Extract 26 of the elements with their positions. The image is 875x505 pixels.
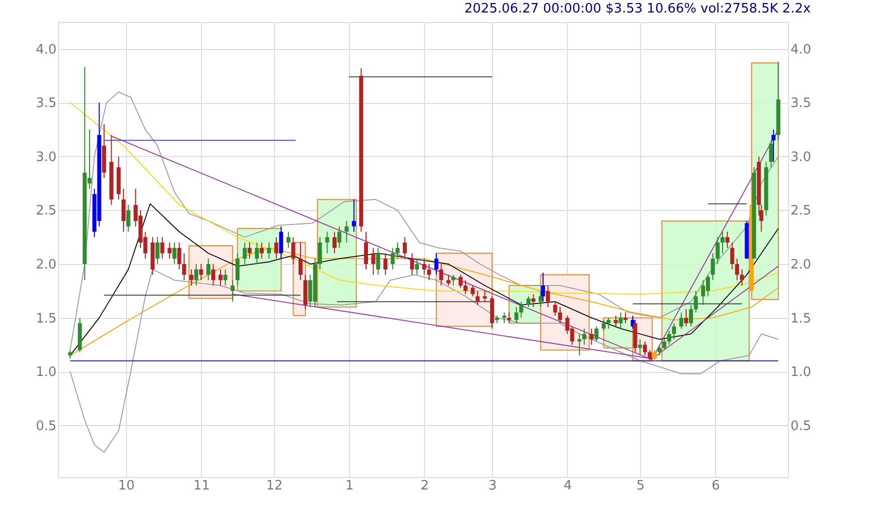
x-tick-label: 1 [345,478,354,494]
y2-tick-label: 3.0 [790,150,812,165]
y2-tick-label: 3.5 [790,96,812,112]
y2-tick-label: 2.5 [790,204,812,219]
x-tick-label: 5 [636,478,645,494]
x-tick-label: 3 [488,478,497,494]
y2-tick-label: 1.0 [790,365,812,380]
y-tick-label: 2.5 [36,204,56,219]
y-tick-label: 4.0 [36,42,56,58]
y-tick-label: 2.0 [36,258,56,273]
y2-tick-label: 1.5 [790,311,812,326]
x-tick-label: 11 [193,478,210,494]
y-tick-label: 1.5 [36,311,56,326]
chart-title: 2025.06.27 00:00:00 $3.53 10.66% vol:2758.5K 2.2x [464,1,811,16]
x-tick-label: 6 [712,478,720,494]
x-tick-label: 12 [266,478,283,494]
y2-tick-label: 4.0 [790,42,812,58]
y2-tick-label: 0.5 [790,418,812,434]
x-tick-label: 2 [420,478,429,494]
x-tick-label: 10 [118,478,135,494]
y-tick-label: 0.5 [36,418,56,434]
y-tick-label: 1.0 [36,365,56,380]
y-tick-label: 3.5 [36,96,56,112]
y2-tick-label: 2.0 [790,258,812,273]
y-tick-label: 3.0 [36,150,56,165]
x-tick-label: 4 [564,478,572,494]
